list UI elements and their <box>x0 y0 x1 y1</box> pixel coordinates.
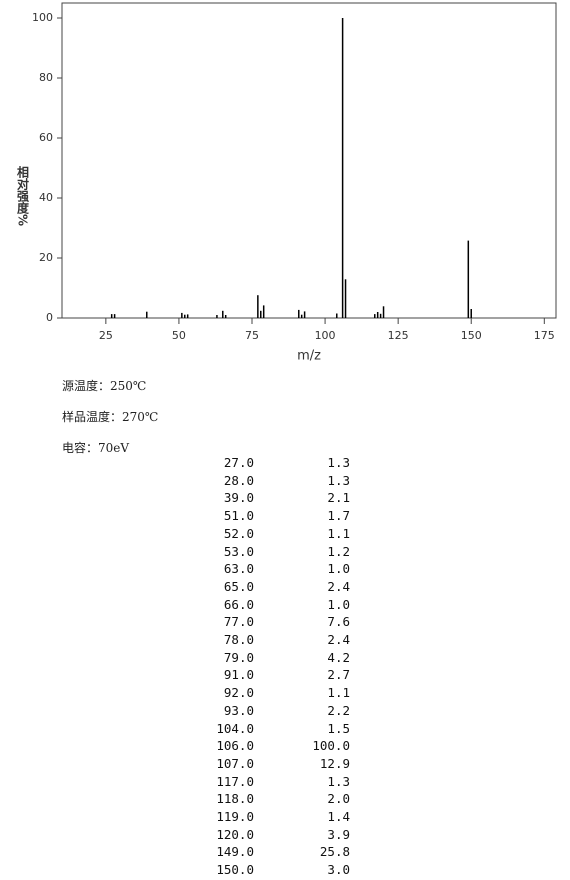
x-tick-label: 50 <box>172 329 186 342</box>
intensity-cell: 3.9 <box>327 826 350 842</box>
mz-cell: 63.0 <box>223 561 254 577</box>
intensity-cell: 25.8 <box>319 844 350 860</box>
mz-cell: 120.0 <box>216 826 254 842</box>
table-row: 150.0 3.0 <box>0 862 360 880</box>
mz-cell: 150.0 <box>216 862 254 878</box>
condition: 源温度：250℃ <box>62 379 147 393</box>
intensity-cell: 2.1 <box>327 490 350 506</box>
intensity-cell: 2.4 <box>327 578 350 594</box>
table-row: 77.0 7.6 <box>0 614 360 632</box>
intensity-cell: 1.0 <box>327 561 350 577</box>
table-row: 92.0 1.1 <box>0 685 360 703</box>
intensity-cell: 1.3 <box>327 773 350 789</box>
intensity-cell: 2.2 <box>327 702 350 718</box>
mz-cell: 52.0 <box>223 525 254 541</box>
table-row: 51.0 1.7 <box>0 508 360 526</box>
table-row: 91.0 2.7 <box>0 667 360 685</box>
mz-cell: 91.0 <box>223 667 254 683</box>
y-axis-label: 相对强度% <box>16 165 30 226</box>
y-tick-label: 0 <box>46 311 53 324</box>
table-row: 52.0 1.1 <box>0 526 360 544</box>
intensity-cell: 3.0 <box>327 862 350 878</box>
intensity-cell: 2.4 <box>327 632 350 647</box>
x-tick-label: 150 <box>461 329 482 342</box>
mz-cell: 106.0 <box>216 738 254 754</box>
intensity-cell: 4.2 <box>327 649 350 665</box>
mz-cell: 53.0 <box>223 543 254 559</box>
x-tick-label: 75 <box>245 329 259 342</box>
y-tick-label: 20 <box>39 251 53 264</box>
plot-frame <box>61 2 557 319</box>
intensity-cell: 2.7 <box>327 667 350 683</box>
x-tick-label: 125 <box>388 329 409 342</box>
mz-cell: 149.0 <box>216 844 254 860</box>
x-tick-label: 25 <box>99 329 113 342</box>
intensity-cell: 1.1 <box>327 525 350 541</box>
table-row: 117.0 1.3 <box>0 774 360 792</box>
mz-cell: 78.0 <box>223 632 254 647</box>
y-tick-label: 100 <box>32 11 53 24</box>
y-tick-label: 40 <box>39 191 53 204</box>
intensity-cell: 1.2 <box>327 543 350 559</box>
table-row: 63.0 1.0 <box>0 561 360 579</box>
intensity-cell: 2.0 <box>327 791 350 807</box>
table-row: 79.0 4.2 <box>0 650 360 668</box>
table-row: 39.0 2.1 <box>0 490 360 508</box>
mz-cell: 27.0 <box>223 455 254 470</box>
mz-cell: 107.0 <box>216 755 254 771</box>
intensity-cell: 1.3 <box>327 455 350 470</box>
mz-cell: 28.0 <box>223 472 254 488</box>
intensity-cell: 7.6 <box>327 614 350 630</box>
chart: 相对强度% m/z 0 20 40 60 80 100 25 50 75 100 125 150 175 <box>16 2 557 364</box>
mz-cell: 92.0 <box>223 685 254 701</box>
x-tick-label: 175 <box>534 329 555 342</box>
mz-cell: 104.0 <box>216 720 254 736</box>
table-row: 104.0 1.5 <box>0 721 360 739</box>
mz-cell: 39.0 <box>223 490 254 506</box>
mz-cell: 77.0 <box>223 614 254 630</box>
table-row: 53.0 1.2 <box>0 544 360 562</box>
mz-cell: 119.0 <box>216 809 254 824</box>
table-row: 106.0 100.0 <box>0 738 360 756</box>
table-row: 107.0 12.9 <box>0 756 360 774</box>
table-row: 66.0 1.0 <box>0 597 360 615</box>
intensity-cell: 1.1 <box>327 685 350 701</box>
mz-cell: 79.0 <box>223 649 254 665</box>
table-row: 149.0 25.8 <box>0 844 360 862</box>
mz-cell: 65.0 <box>223 578 254 594</box>
intensity-cell: 1.3 <box>327 472 350 488</box>
intensity-cell: 1.7 <box>327 508 350 524</box>
y-tick-label: 80 <box>39 71 53 84</box>
mz-cell: 51.0 <box>223 508 254 524</box>
table-row: 120.0 3.9 <box>0 827 360 845</box>
mz-cell: 93.0 <box>223 702 254 718</box>
table-row: 78.0 2.4 <box>0 632 360 650</box>
table-row: 27.0 1.3 <box>0 455 360 473</box>
intensity-cell: 1.4 <box>327 809 350 824</box>
x-tick-label: 100 <box>315 329 336 342</box>
intensity-cell: 100.0 <box>312 738 350 754</box>
table-row: 93.0 2.2 <box>0 703 360 721</box>
table-row: 119.0 1.4 <box>0 809 360 827</box>
intensity-cell: 1.0 <box>327 596 350 612</box>
condition: 样品温度：270℃ <box>62 410 159 424</box>
intensity-cell: 1.5 <box>327 720 350 736</box>
table-row: 28.0 1.3 <box>0 473 360 491</box>
intensity-cell: 12.9 <box>319 755 350 771</box>
y-tick-label: 60 <box>39 131 53 144</box>
table-row: 118.0 2.0 <box>0 791 360 809</box>
condition: 电容：70eV <box>62 441 130 455</box>
mz-cell: 118.0 <box>216 791 254 807</box>
table-row: 65.0 2.4 <box>0 579 360 597</box>
mz-cell: 66.0 <box>223 596 254 612</box>
mz-cell: 117.0 <box>216 773 254 789</box>
x-axis-label: m/z <box>297 349 321 364</box>
